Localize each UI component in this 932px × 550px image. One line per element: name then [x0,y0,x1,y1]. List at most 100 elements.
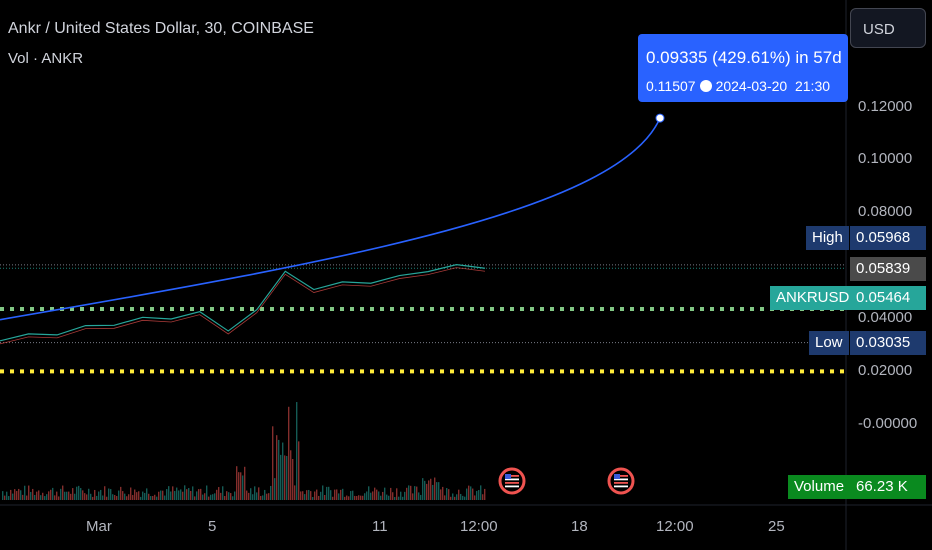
volume-bar [82,490,84,500]
us-flag-icon[interactable] [607,467,635,495]
volume-bar [314,491,316,500]
volume-bar [260,495,262,500]
volume-bar [184,485,186,500]
volume-bar [282,442,284,500]
event-ring [498,467,526,495]
volume-bar [472,488,474,500]
volume-bar [212,494,214,500]
volume-bar [208,496,210,500]
volume-bar [218,487,220,500]
volume-bar [20,490,22,500]
projection-date: 2024-03-20 [715,78,788,94]
volume-bar [88,488,90,500]
flag-stripe [614,485,628,488]
volume-bar [176,487,178,500]
flag-canton [505,474,511,479]
volume-bar [432,484,434,500]
volume-bar [58,496,60,500]
projection-layer [0,113,665,321]
volume-bar [128,494,130,500]
volume-bar [324,494,326,500]
volume-bar [406,487,408,500]
volume-bar [398,496,400,500]
volume-bar [466,488,468,500]
volume-bar [370,492,372,500]
volume-bar [450,496,452,500]
volume-bar [206,485,208,500]
volume-indicator-label[interactable]: Vol · ANKR [8,50,84,67]
volume-bar [116,496,118,500]
volume-bar [70,493,72,500]
volume-bar [54,495,56,500]
volume-bar [86,494,88,500]
volume-bar [280,454,282,500]
volume-bar [192,486,194,500]
volume-bar [480,485,482,500]
volume-bar [104,486,106,500]
volume-bar [454,496,456,500]
volume-bar [410,485,412,500]
projection-label[interactable]: 0.09335 (429.61%) in 57d 0.11507 2024-03-… [638,34,848,102]
volume-bar [460,493,462,500]
volume-bar [10,489,12,500]
volume-bar [26,495,28,500]
volume-bar [142,491,144,500]
volume-bar [272,426,274,500]
volume-bar [36,491,38,500]
volume-bar [306,490,308,500]
volume-bar [322,485,324,500]
volume-bar [340,489,342,500]
volume-bar [362,495,364,500]
volume-bar [188,487,190,500]
volume-bar [246,490,248,500]
volume-bar [294,485,296,500]
y-tick-label: 0.02000 [858,362,913,379]
volume-bar [164,495,166,500]
x-tick-label: 5 [208,518,217,535]
volume-bar [328,486,330,500]
event-markers[interactable] [498,467,635,495]
volume-bar [68,491,70,500]
volume-bar [220,492,222,500]
volume-bar [482,494,484,500]
volume-bar [144,492,146,500]
volume-bar [422,478,424,500]
volume-bar [464,496,466,500]
volume-bar [416,486,418,500]
chart-title: Ankr / United States Dollar, 30, COINBAS… [8,20,314,37]
volume-bar [320,491,322,500]
volume-bar [118,490,120,500]
volume-bar [96,495,98,500]
y-tick-label: 0.04000 [858,309,913,326]
currency-button[interactable]: USD [850,8,926,48]
volume-bar [386,494,388,500]
volume-bar [174,491,176,500]
volume-bar [420,494,422,500]
volume-bar [292,458,294,500]
volume-bar [318,495,320,500]
volume-bar [230,493,232,500]
volume-bar [446,488,448,500]
volume-bar [234,491,236,500]
volume-bar [298,441,300,500]
low-value-tag: 0.03035 [850,331,926,355]
volume-bar [134,489,136,500]
volume-bar [438,482,440,500]
volume-bar [216,489,218,500]
volume-bar [378,491,380,500]
volume-bar [474,495,476,500]
volume-bar [224,495,226,500]
volume-bar [444,495,446,500]
us-flag-icon[interactable] [498,467,526,495]
volume-bar [202,494,204,500]
volume-bar [426,483,428,500]
x-tick-label: Mar [86,518,112,535]
volume-bar [350,491,352,500]
volume-bar [90,493,92,500]
volume-bar [154,494,156,500]
volume-bar [368,486,370,500]
volume-bar [200,488,202,500]
volume-bar [384,487,386,500]
volume-bar [308,489,310,500]
volume-bar [332,496,334,500]
